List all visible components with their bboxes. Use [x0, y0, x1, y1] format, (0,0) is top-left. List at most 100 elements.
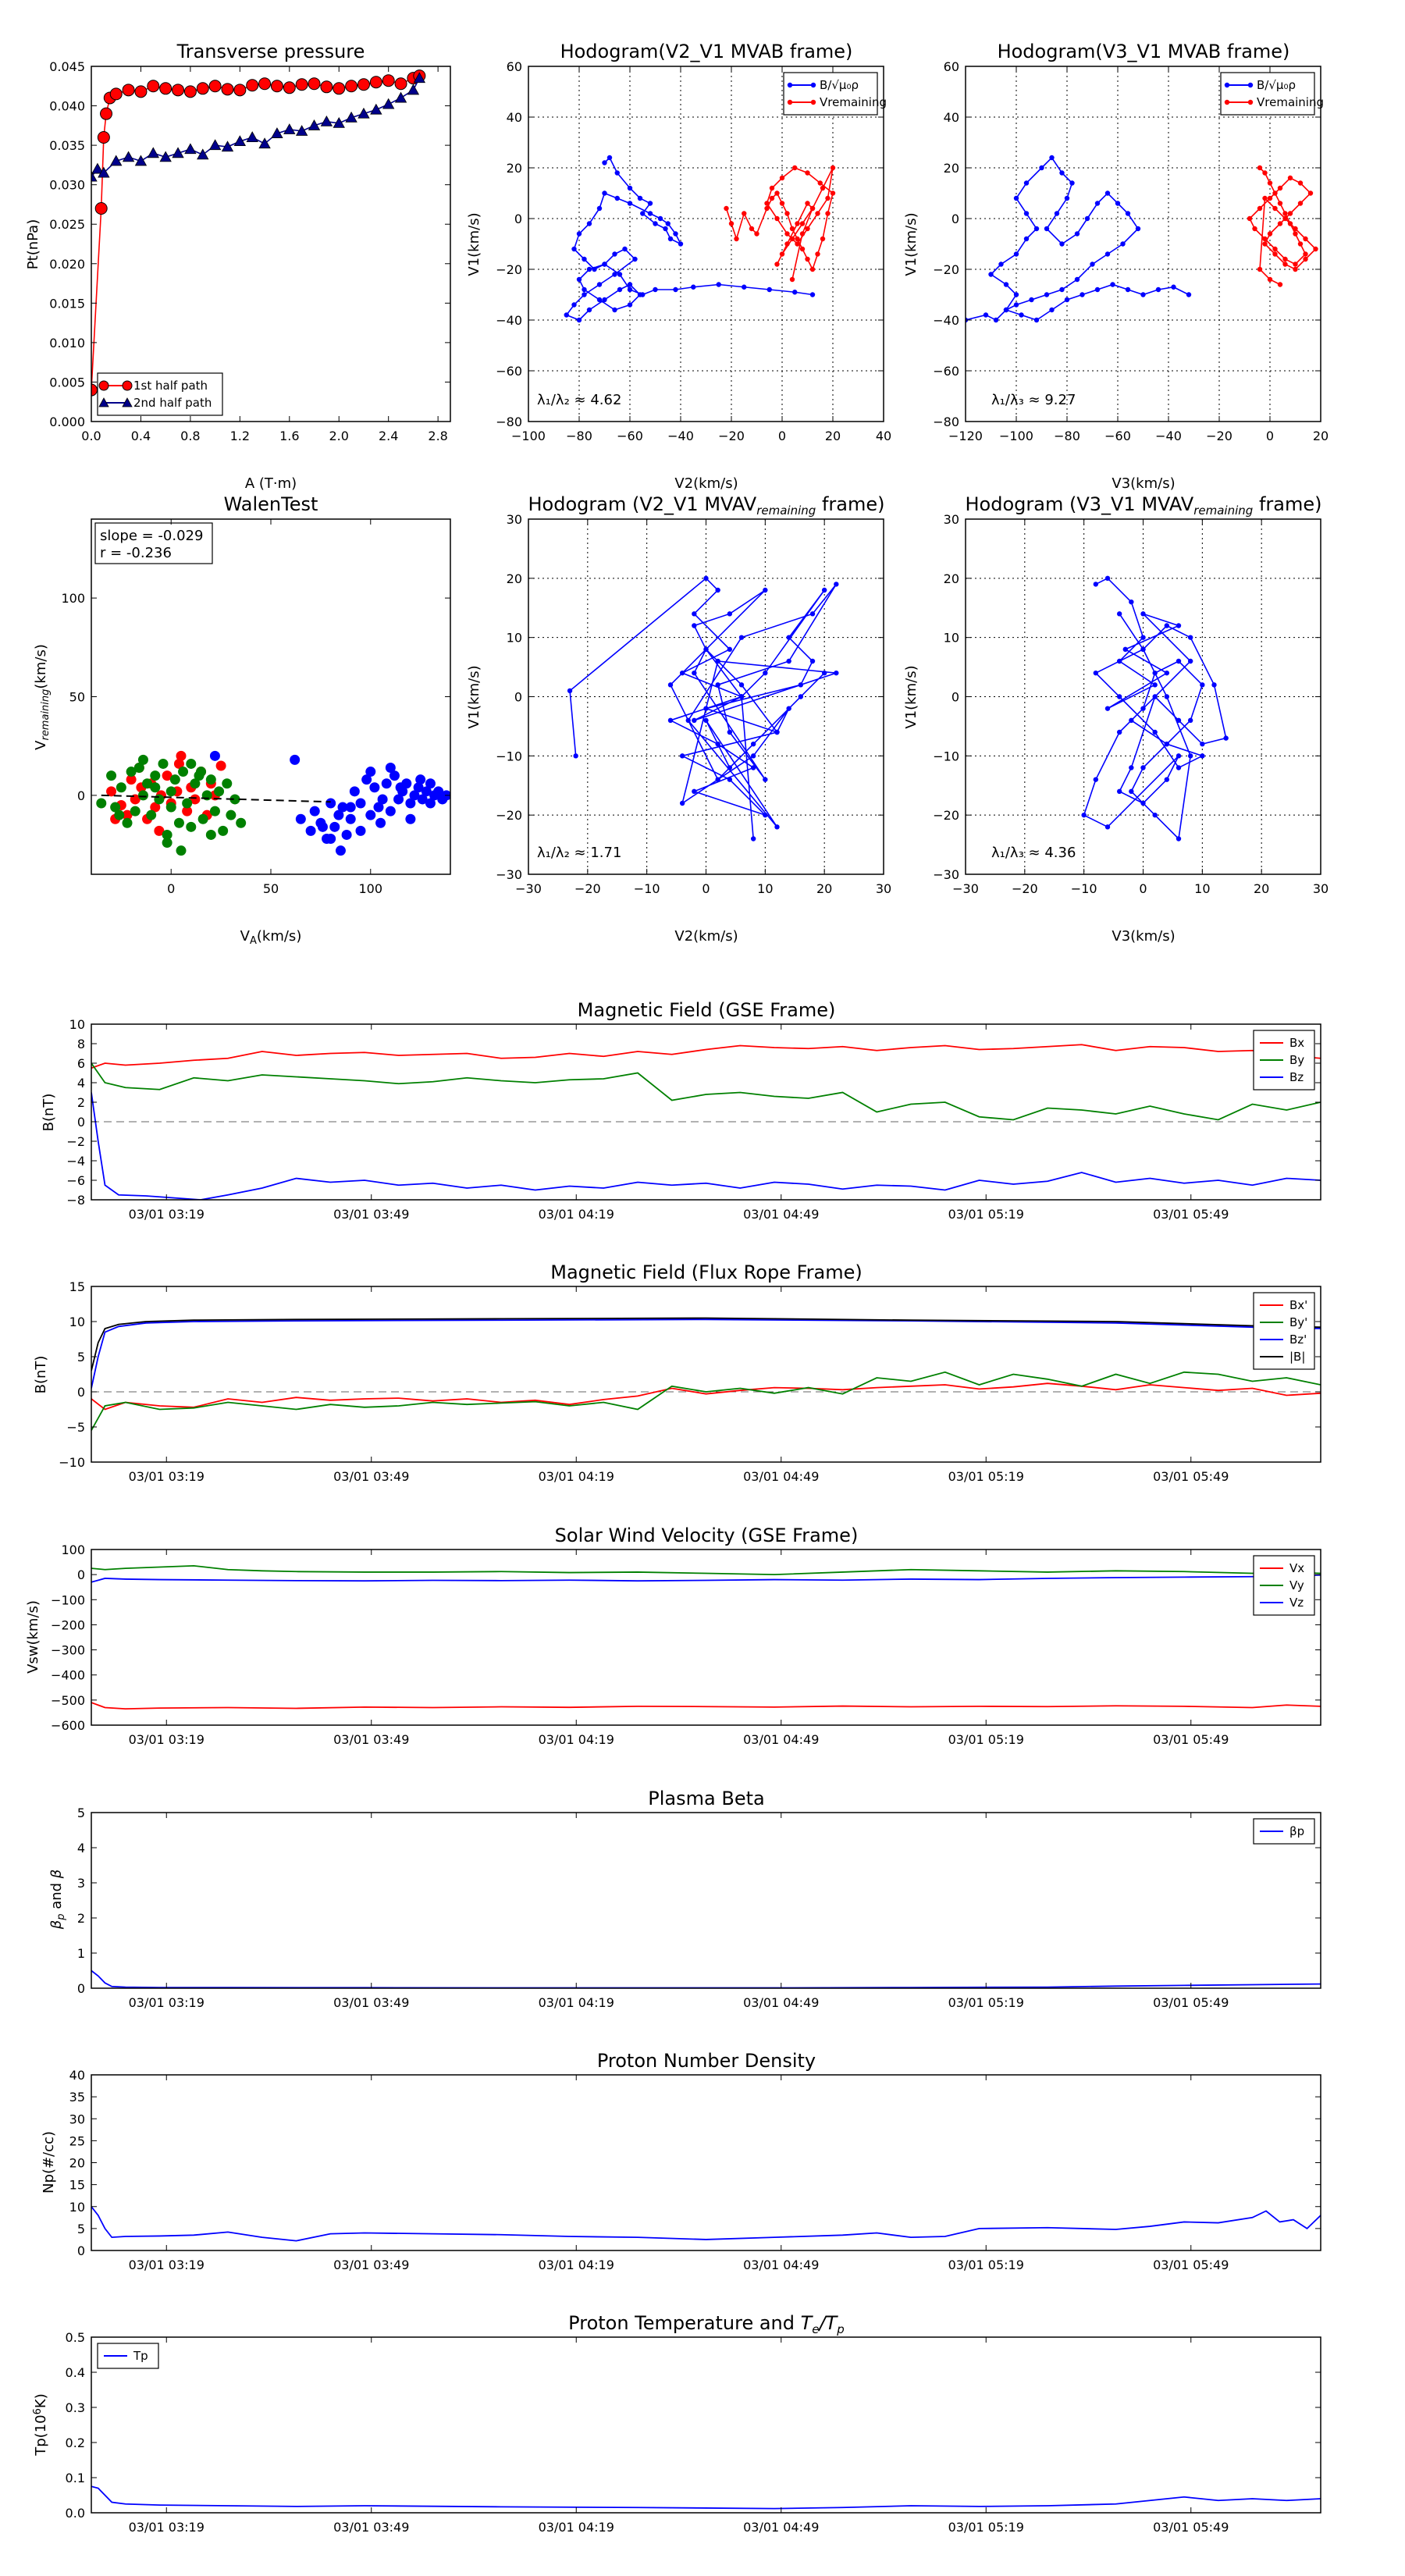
data-point — [1140, 706, 1146, 711]
data-point-triangle — [91, 162, 104, 174]
data-point — [809, 266, 816, 272]
y-tick-label: 20 — [507, 571, 522, 586]
data-point — [724, 205, 729, 212]
data-point — [622, 246, 628, 252]
data-point — [1125, 286, 1131, 293]
data-point — [596, 297, 603, 303]
title-walen-test: WalenTest — [224, 493, 318, 515]
data-point-triangle — [172, 147, 184, 158]
y-tick-label: 30 — [507, 512, 522, 527]
data-point-circle — [196, 82, 209, 95]
data-point — [1129, 788, 1134, 795]
data-point-circle — [320, 80, 333, 94]
data-point — [373, 802, 384, 813]
y-tick-label: 2 — [77, 1911, 85, 1926]
x-tick-label: 03/01 05:49 — [1153, 1207, 1229, 1222]
data-point — [786, 635, 791, 640]
x-tick-label: 0.4 — [131, 429, 151, 443]
data-point — [586, 221, 592, 226]
data-point — [750, 753, 756, 759]
plot-tp: 03/01 03:19 03/01 03:49 03/01 04:19 03/01 0… — [66, 2330, 1321, 2535]
series-line-V_remaining — [1249, 167, 1317, 286]
data-point — [1297, 241, 1304, 247]
legend-label: Bz — [1289, 1070, 1304, 1084]
plot-bgse: 03/01 03:19 03/01 03:49 03/01 04:19 03/01 0… — [66, 1017, 1321, 1222]
data-point-triangle — [134, 155, 148, 166]
data-point — [1080, 292, 1085, 297]
data-point — [385, 806, 396, 817]
y-tick-label: 35 — [69, 2090, 85, 2105]
xlabel-a: A (T·m) — [245, 475, 297, 492]
data-point — [142, 778, 153, 789]
data-tp — [91, 2485, 1321, 2510]
data-point — [820, 236, 826, 242]
data-point — [1152, 694, 1158, 699]
data-point — [425, 798, 436, 809]
data-point — [1104, 575, 1111, 582]
y-tick-label: 0.005 — [49, 375, 85, 390]
legend-bfr: Bx' By' Bz' |B| — [1253, 1292, 1315, 1370]
data-point-triangle — [91, 170, 98, 182]
data-point — [602, 160, 607, 165]
plot-walen: 0 50 100 0 50 100 — [61, 518, 451, 896]
legend-label: Vy — [1289, 1578, 1304, 1592]
data-point — [1252, 226, 1257, 232]
legend-label: B/√μ₀ρ — [820, 78, 859, 92]
data-point — [1176, 765, 1182, 770]
data-point — [798, 682, 804, 688]
data-point — [679, 670, 685, 676]
data-point — [122, 817, 133, 828]
data-point — [667, 717, 674, 724]
data-point — [106, 786, 117, 797]
data-point — [176, 845, 187, 856]
y-tick-label: −10 — [59, 1455, 85, 1470]
data-bfr — [91, 1317, 1321, 1431]
y-tick-label: −40 — [496, 313, 522, 328]
data-point — [345, 802, 356, 813]
data-point — [1129, 717, 1134, 724]
x-tick-label: 03/01 03:19 — [129, 1469, 205, 1484]
data-point — [186, 821, 197, 832]
data-point — [1257, 165, 1263, 171]
data-point — [1023, 236, 1030, 242]
x-tick-label: 20 — [1313, 429, 1329, 443]
y-tick-label: 40 — [507, 110, 522, 125]
data-point — [1049, 307, 1055, 313]
data-point — [1187, 753, 1193, 759]
data-point — [365, 767, 376, 777]
data-point — [1307, 190, 1314, 196]
data-point — [567, 688, 573, 694]
data-point-circle — [172, 84, 185, 97]
data-point — [1262, 170, 1268, 176]
data-point — [673, 231, 678, 237]
data-point — [1297, 201, 1304, 206]
data-point — [205, 774, 216, 785]
x-tick-label: −20 — [718, 429, 745, 443]
data-point — [1064, 195, 1070, 201]
data-hodo3 — [567, 575, 839, 841]
data-point — [1262, 241, 1268, 247]
data-point — [1187, 717, 1193, 724]
data-point — [834, 670, 839, 676]
y-tick-label: 0 — [951, 690, 959, 705]
y-tick-label: 0 — [77, 2243, 85, 2258]
data-point-circle — [221, 83, 234, 96]
data-point — [1277, 201, 1283, 206]
data-point — [361, 774, 372, 785]
y-tick-label: 0 — [77, 1385, 85, 1400]
y-tick-label: 0.015 — [49, 296, 85, 311]
data-point — [1164, 670, 1170, 676]
data-point — [290, 754, 301, 765]
data-point — [715, 682, 720, 688]
data-point — [1176, 658, 1182, 664]
data-point — [716, 282, 721, 287]
data-point — [734, 236, 739, 242]
legend-marker — [810, 99, 816, 105]
x-tick-label: 03/01 04:49 — [743, 2520, 819, 2535]
data-point-triangle — [110, 155, 123, 166]
y-tick-label: 4 — [77, 1076, 85, 1091]
x-tick-label: −100 — [511, 429, 546, 443]
data-point — [173, 758, 184, 769]
data-point — [821, 670, 827, 676]
